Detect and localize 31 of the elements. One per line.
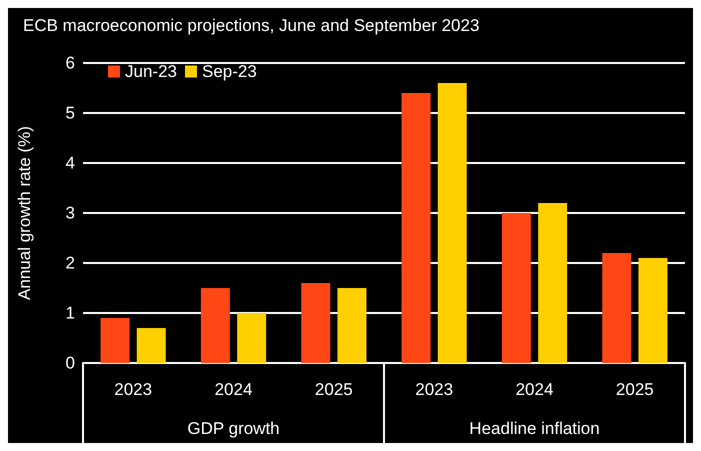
- legend-label: Sep-23: [202, 62, 257, 81]
- x-tick-label: 2025: [314, 380, 353, 399]
- y-tick-label: 3: [66, 204, 75, 222]
- text: Headline inflation: [469, 419, 600, 438]
- legend-label: Jun-23: [125, 62, 177, 81]
- bar: [136, 328, 166, 363]
- x-tick-label: 2023: [114, 380, 152, 399]
- bar: [502, 213, 531, 363]
- y-tick-label: 4: [66, 154, 75, 172]
- y-tick-label: 6: [66, 54, 75, 72]
- x-tick-label: 2023: [415, 380, 454, 399]
- bar: [402, 93, 431, 363]
- x-tick-label: 2024: [516, 380, 554, 399]
- y-tick-label: 5: [66, 104, 75, 122]
- bar: [538, 203, 568, 363]
- x-tick-label: 2025: [616, 380, 654, 399]
- y-tick-label: 2: [66, 254, 75, 272]
- bar: [200, 288, 230, 363]
- bar: [301, 283, 330, 363]
- chart-title: ECB macroeconomic projections, June and September 2023: [23, 16, 480, 35]
- text: GDP growth: [187, 419, 280, 438]
- y-tick-label: 1: [66, 304, 75, 322]
- bar: [438, 83, 467, 363]
- x-tick-label: 2024: [214, 380, 252, 399]
- y-tick-label: 0: [66, 354, 75, 372]
- bar: [100, 318, 130, 363]
- bar: [337, 288, 366, 363]
- bar: [237, 313, 266, 363]
- bar: [638, 258, 668, 363]
- y-axis-title: Annual growth rate (%): [15, 126, 34, 300]
- bar: [602, 253, 632, 363]
